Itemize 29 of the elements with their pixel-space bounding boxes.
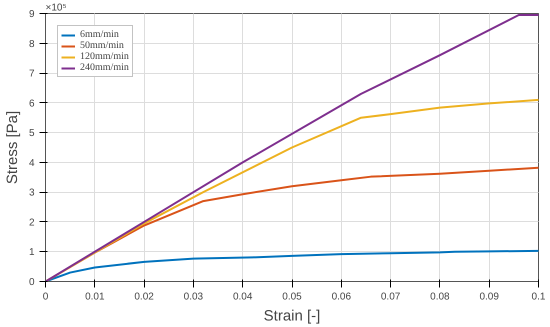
x-tick-label: 0 [42,292,49,302]
y-tick-label: 6 [28,98,35,110]
line-series [46,14,538,282]
legend-label: 50mm/min [80,40,124,51]
x-tick-label: 0.02 [134,292,154,302]
y-tick-label: 7 [28,68,35,80]
x-tick-label: 0.07 [380,292,401,302]
legend-label: 120mm/min [80,51,129,62]
y-tick-label: 2 [28,217,35,228]
x-tick-label: 0.05 [282,292,302,302]
y-tick-label: 9 [28,9,35,20]
x-tick-label: 0.1 [532,292,546,302]
x-tick-label: 0.03 [184,292,204,302]
x-tick-label: 0.08 [430,292,450,302]
x-tick-label: 0.04 [232,292,253,302]
x-tick-label: 0.01 [85,292,105,302]
x-tick-label: 0.09 [479,292,500,302]
text: ×10⁵ [46,2,67,14]
x-axis-title: Strain [-] [264,308,320,324]
legend-label: 240mm/min [80,62,129,73]
y-tick-label: 4 [28,158,35,169]
y-tick-label: 0 [28,277,35,288]
y-tick-label: 5 [28,128,35,140]
y-axis-title: Stress [Pa] [4,110,21,184]
x-tick-label: 0.06 [332,292,352,302]
legend-label: 6mm/min [80,29,119,40]
y-tick-label: 3 [28,188,35,199]
y-tick-label: 1 [28,247,35,258]
y-tick-label: 8 [28,38,35,50]
